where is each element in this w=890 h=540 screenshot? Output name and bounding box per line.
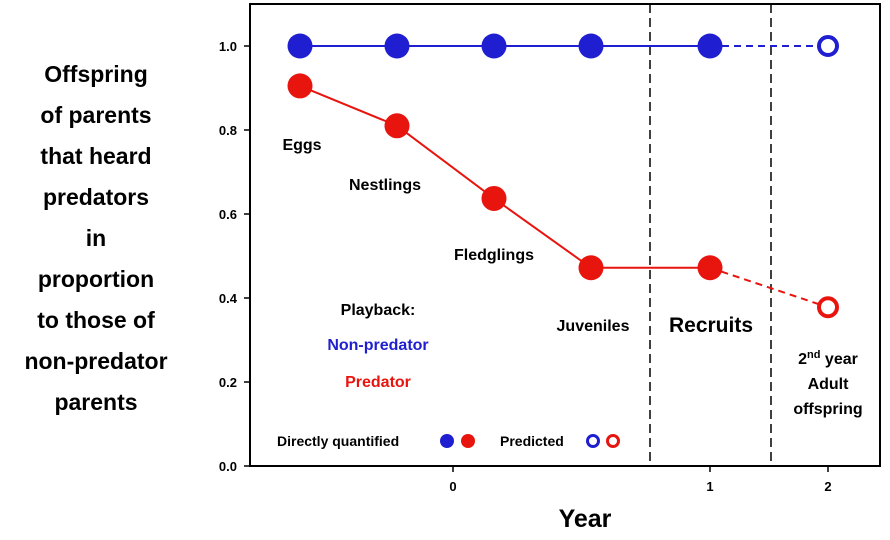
playback-legend-non-predator: Non-predator (327, 337, 428, 354)
adult-label-ordinal: 2 (798, 351, 807, 368)
marker-legend-predicted-blue (586, 434, 600, 448)
y-axis-label-line: in (86, 225, 106, 251)
adult-label-line3: offspring (793, 401, 862, 418)
y-axis-label-line: non-predator (24, 348, 167, 374)
y-tick-label: 0.6 (219, 207, 237, 222)
predicted-point-predator (817, 296, 839, 319)
data-point-predator (384, 113, 410, 139)
stage-label-eggs: Eggs (282, 137, 321, 154)
data-point-non-predator (384, 33, 410, 59)
y-axis-ticks: 0.0 0.2 0.4 0.6 0.8 1.0 (219, 39, 250, 474)
y-axis-label-line: of parents (40, 102, 151, 128)
stage-label-juveniles: Juveniles (557, 318, 630, 335)
x-tick-label: 0 (449, 479, 456, 494)
marker-legend-predicted-red (606, 434, 620, 448)
x-axis-label: Year (559, 505, 612, 533)
y-axis-label-line: to those of (37, 307, 155, 333)
data-point-predator (578, 255, 604, 281)
series-predicted-line-predator (709, 266, 829, 309)
stage-label-fledglings: Fledglings (454, 247, 534, 264)
marker-legend-quantified-label: Directly quantified (277, 433, 399, 449)
data-point-non-predator (697, 33, 723, 59)
x-tick-label: 1 (706, 479, 713, 494)
data-point-non-predator (287, 33, 313, 59)
y-axis-label: Offspring of parents that heard predators in… (24, 61, 167, 415)
y-tick-label: 0.2 (219, 375, 237, 390)
data-point-non-predator (578, 33, 604, 59)
adult-label-superscript: nd (807, 349, 820, 361)
predicted-point-non-predator (817, 35, 839, 57)
playback-legend-predator: Predator (345, 374, 411, 391)
adult-label-line2: Adult (808, 376, 850, 393)
marker-legend-quantified-blue (440, 434, 454, 448)
y-axis-label-line: proportion (38, 266, 154, 292)
marker-legend-quantified-red (461, 434, 475, 448)
data-point-predator (287, 73, 313, 99)
playback-legend-title: Playback: (341, 302, 416, 319)
series-predator (287, 73, 839, 319)
plot-frame (249, 3, 881, 467)
adult-label-line1: 2nd year (798, 349, 858, 368)
y-axis-label-line: Offspring (44, 61, 148, 87)
stage-label-nestlings: Nestlings (349, 177, 421, 194)
adult-label-year: year (820, 351, 857, 368)
recruits-label: Recruits (669, 314, 753, 337)
data-point-non-predator (481, 33, 507, 59)
series-layer (287, 33, 839, 319)
x-tick-label: 2 (824, 479, 831, 494)
y-tick-label: 0.4 (219, 291, 238, 306)
x-axis-ticks: 0 1 2 (449, 466, 832, 494)
data-point-predator (481, 185, 507, 211)
y-tick-label: 1.0 (219, 39, 237, 54)
y-axis-label-line: that heard (40, 143, 151, 169)
y-tick-label: 0.0 (219, 459, 237, 474)
y-tick-label: 0.8 (219, 123, 237, 138)
marker-legend-predicted-label: Predicted (500, 433, 564, 449)
y-axis-label-line: parents (54, 389, 137, 415)
data-point-predator (697, 255, 723, 281)
series-non-predator (287, 33, 839, 59)
y-axis-label-line: predators (43, 184, 149, 210)
